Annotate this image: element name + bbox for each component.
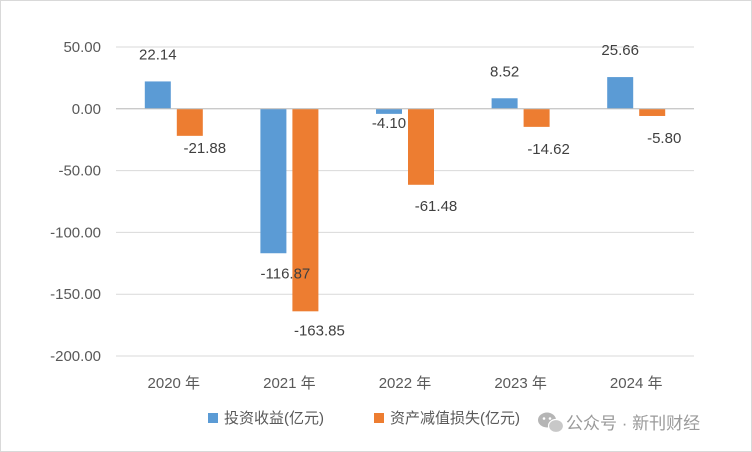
bar-impairment-0 — [176, 108, 203, 136]
legend-swatch-investment — [208, 413, 218, 423]
bar-investment-1 — [260, 108, 287, 254]
x-category-label: 2021 年 — [263, 375, 316, 392]
data-label-investment-2: -4.10 — [372, 115, 406, 132]
legend-swatch-impairment — [374, 413, 384, 423]
bar-investment-0 — [144, 81, 171, 109]
data-label-investment-3: 8.52 — [490, 63, 519, 80]
y-tick-label: 0.00 — [72, 101, 101, 118]
category-labels: 2020 年 2021 年 2022 年 2023 年 2024 年 — [148, 375, 663, 392]
x-category-label: 2022 年 — [379, 375, 432, 392]
data-label-investment-0: 22.14 — [139, 46, 177, 63]
bar-impairment-4 — [639, 108, 666, 116]
legend-label-impairment: 资产减值损失(亿元) — [390, 410, 520, 427]
watermark-text: 公众号 · 新刊财经 — [566, 414, 700, 433]
y-axis-ticks: 50.00 0.00 -50.00 -100.00 -150.00 -200.00 — [50, 39, 101, 365]
data-label-impairment-1: -163.85 — [294, 322, 345, 339]
bar-investment-2 — [376, 108, 402, 114]
bar-investment-3 — [491, 98, 518, 109]
y-tick-label: -150.00 — [50, 286, 101, 303]
y-tick-label: -100.00 — [50, 224, 101, 241]
x-category-label: 2023 年 — [494, 375, 547, 392]
data-label-impairment-0: -21.88 — [184, 140, 227, 157]
data-label-impairment-4: -5.80 — [647, 130, 681, 147]
data-label-impairment-2: -61.48 — [415, 198, 458, 215]
legend-label-investment: 投资收益(亿元) — [224, 410, 324, 427]
bar-impairment-1 — [292, 108, 319, 312]
data-label-investment-4: 25.66 — [601, 42, 639, 59]
legend: 投资收益(亿元) 资产减值损失(亿元) — [208, 410, 520, 427]
data-label-impairment-3: -14.62 — [527, 141, 570, 158]
wechat-icon — [538, 412, 565, 434]
data-labels: 22.14 -21.88 -116.87 -163.85 -4.10 -61.48 8.52… — [139, 42, 681, 339]
x-category-label: 2020 年 — [148, 375, 201, 392]
y-tick-label: -50.00 — [58, 163, 101, 180]
y-tick-label: -200.00 — [50, 348, 101, 365]
data-label-investment-1: -116.87 — [261, 265, 311, 282]
y-tick-label: 50.00 — [63, 39, 101, 56]
x-category-label: 2024 年 — [610, 375, 663, 392]
bar-investment-4 — [607, 77, 634, 109]
watermark: 公众号 · 新刊财经 — [538, 412, 700, 434]
bars — [144, 77, 666, 312]
bar-impairment-2 — [408, 108, 434, 185]
bar-impairment-3 — [523, 108, 550, 127]
